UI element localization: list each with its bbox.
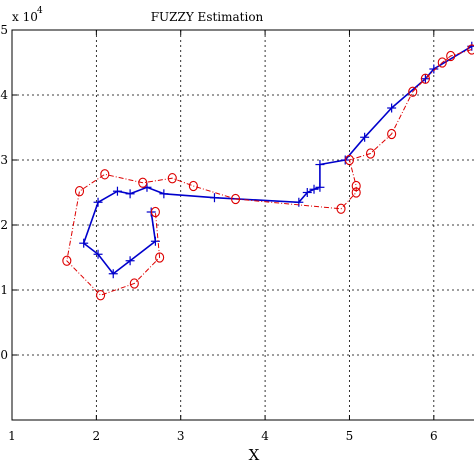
y-tick-label: 1 — [0, 283, 8, 297]
y-exponent-label: x 10 — [12, 10, 38, 24]
chart-title: FUZZY Estimation — [151, 10, 264, 24]
x-tick-labels: 1 2 3 4 5 6 — [8, 429, 437, 443]
series-2-line — [66, 49, 472, 296]
plus-marker — [420, 74, 430, 84]
circle-marker — [231, 193, 241, 205]
circle-marker — [188, 180, 198, 192]
circle-marker — [129, 278, 139, 289]
circle-marker — [437, 57, 447, 68]
circle-marker — [467, 44, 474, 55]
plus-marker — [429, 64, 439, 74]
plus-marker — [150, 236, 160, 246]
tick-marks — [11, 29, 435, 420]
x-tick-label: 4 — [261, 429, 269, 443]
plus-marker — [315, 182, 325, 192]
y-tick-label: 0 — [0, 348, 8, 362]
circle-marker — [351, 187, 361, 198]
series-2 — [62, 44, 474, 301]
x-axis-label: X — [249, 446, 260, 464]
plus-marker — [387, 103, 397, 113]
y-tick-label: 3 — [0, 153, 8, 167]
plus-marker — [209, 193, 219, 203]
circle-marker — [74, 186, 85, 197]
x-tick-label: 6 — [430, 429, 438, 443]
circle-marker — [365, 148, 376, 159]
plus-marker — [79, 238, 89, 248]
y-exponent-power: 4 — [37, 6, 43, 16]
plus-marker — [159, 189, 169, 199]
circle-marker — [150, 206, 160, 218]
plus-marker — [302, 188, 312, 197]
y-tick-labels: 0 1 2 3 4 5 — [0, 23, 8, 362]
y-tick-label: 5 — [0, 23, 8, 37]
circle-marker — [336, 203, 346, 214]
plus-marker — [125, 189, 135, 199]
plus-marker — [125, 256, 135, 266]
plus-marker — [360, 132, 370, 142]
y-tick-label: 4 — [0, 88, 8, 102]
x-tick-label: 3 — [177, 429, 185, 443]
plus-marker — [93, 249, 103, 259]
circle-marker — [62, 255, 72, 266]
circle-marker — [387, 128, 397, 140]
circle-marker — [155, 252, 165, 263]
series-1 — [79, 41, 474, 279]
plus-marker — [108, 269, 118, 279]
circle-marker — [100, 169, 110, 180]
circle-marker — [138, 177, 148, 188]
x-tick-label: 1 — [8, 429, 16, 443]
circle-marker — [96, 290, 106, 301]
circle-marker — [344, 154, 355, 166]
circle-marker — [420, 73, 430, 84]
circle-marker — [167, 173, 177, 184]
circle-marker — [446, 50, 456, 62]
circle-marker — [408, 86, 418, 97]
circle-marker — [351, 180, 361, 192]
plus-marker — [315, 160, 325, 170]
plus-marker — [309, 184, 319, 194]
x-tick-label: 2 — [93, 429, 101, 443]
y-tick-label: 2 — [0, 218, 8, 232]
series-layer — [62, 41, 474, 301]
plus-marker — [112, 186, 122, 196]
plus-marker — [93, 197, 103, 207]
x-tick-label: 5 — [346, 429, 354, 443]
